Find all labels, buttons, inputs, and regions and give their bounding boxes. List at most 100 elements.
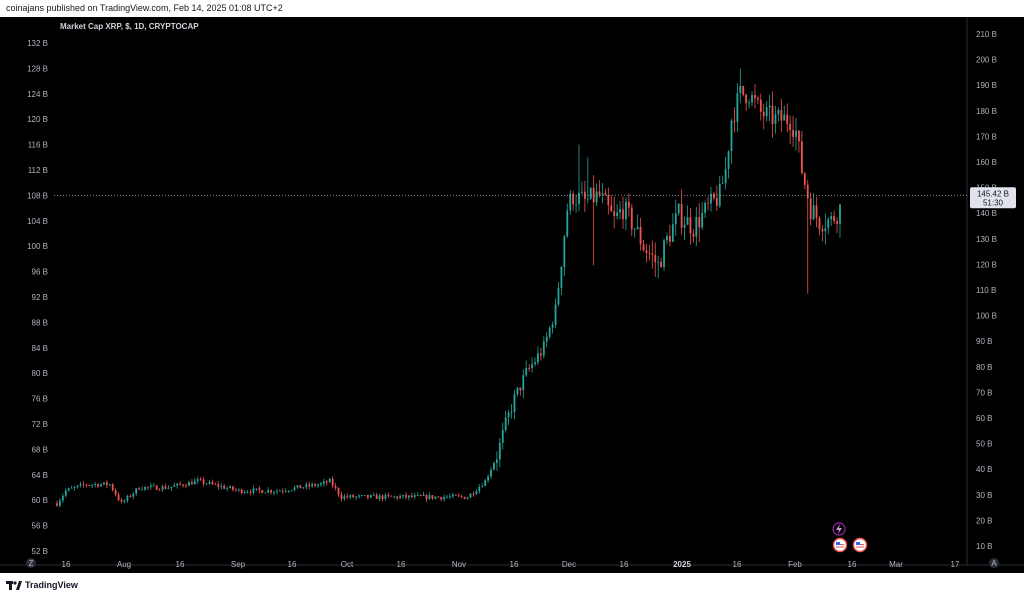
candle-body (636, 227, 639, 229)
candle-body (155, 485, 158, 490)
lightning-icon (832, 522, 846, 536)
candle-body (270, 490, 272, 493)
candle-body (715, 198, 718, 206)
candle-body (519, 387, 522, 391)
candle-body (393, 496, 396, 498)
candle-body (73, 487, 76, 488)
candle-body (234, 489, 237, 491)
candle-body (320, 483, 322, 485)
candle-body (408, 495, 410, 498)
tradingview-logo-icon (6, 580, 22, 590)
candle-body (188, 482, 190, 486)
candle-body (141, 489, 143, 491)
candle-body (792, 129, 794, 137)
us-flag-icon (832, 537, 848, 553)
tradingview-logo[interactable]: TradingView (6, 579, 78, 591)
candle-body (372, 494, 375, 496)
left-axis-tick: 64 B (32, 471, 48, 480)
candle-body (534, 362, 536, 365)
chart-canvas[interactable]: 132 B 128 B 124 B 120 B 116 B 112 B 108 B 104 B… (0, 17, 1024, 573)
candle-body (419, 495, 422, 496)
time-axis-tick: Sep (231, 560, 246, 569)
candle-body (751, 94, 753, 103)
auto-scale-button (989, 558, 999, 568)
zoom-button (26, 558, 36, 568)
candle-body (824, 228, 827, 232)
candle-body (287, 490, 290, 492)
candle-body (343, 496, 346, 499)
candle-body (190, 482, 193, 485)
candle-body (839, 204, 841, 224)
candle-body (314, 484, 316, 486)
candle-body (607, 195, 610, 206)
left-axis-tick: 80 B (32, 369, 48, 378)
candle-body (504, 417, 507, 431)
candle-body (135, 488, 138, 494)
candle-body (783, 114, 786, 121)
candle-body (498, 442, 501, 460)
candle-body (572, 193, 575, 205)
candle-body (375, 494, 378, 499)
candle-body (252, 488, 255, 493)
candle-body (246, 491, 249, 493)
candle-body (352, 495, 355, 498)
candles-group (56, 68, 841, 508)
candle-body (727, 151, 730, 170)
left-axis-tick: 132 B (27, 39, 48, 48)
candle-body (366, 494, 369, 498)
candle-body (390, 495, 393, 497)
candle-body (117, 494, 120, 500)
candle-body (149, 485, 152, 488)
candle-body (405, 495, 407, 498)
time-axis-tick: Mar (889, 560, 903, 569)
candle-body (193, 480, 196, 485)
candle-body (522, 375, 525, 391)
candle-body (120, 499, 123, 502)
candle-body (267, 490, 270, 493)
candle-body (258, 488, 261, 491)
candle-body (759, 99, 762, 112)
candle-body (402, 495, 404, 497)
candle-body (671, 224, 674, 242)
candle-body (745, 94, 748, 104)
candle-body (276, 491, 278, 492)
candle-body (56, 503, 58, 506)
candle-body (830, 216, 833, 220)
right-axis-tick: 100 B (976, 312, 997, 321)
right-axis-tick: 200 B (976, 56, 997, 65)
candle-body (510, 411, 513, 413)
candle-body (666, 236, 668, 241)
candle-body (657, 261, 660, 263)
candle-body (208, 481, 211, 484)
candle-body (64, 490, 67, 496)
candle-body (557, 287, 560, 305)
candle-body (446, 496, 448, 498)
candle-body (97, 484, 99, 487)
right-axis-tick: 40 B (976, 465, 992, 474)
candle-body (487, 476, 489, 481)
candle-body (114, 490, 117, 495)
candle-body (173, 485, 176, 487)
candle-body (308, 484, 311, 487)
candle-body (669, 236, 671, 242)
left-axis-tick: 96 B (32, 268, 48, 277)
candle-body (387, 494, 390, 496)
candle-body (284, 491, 287, 492)
chart-panel[interactable]: 132 B 128 B 124 B 120 B 116 B 112 B 108 B 104 B… (0, 17, 1024, 573)
time-axis-tick: 16 (510, 560, 519, 569)
candle-body (625, 201, 627, 220)
right-axis-tick: 130 B (976, 235, 997, 244)
time-axis-tick: 16 (62, 560, 71, 569)
candle-body (539, 353, 542, 356)
candle-body (748, 102, 750, 104)
candle-body (88, 484, 91, 486)
candle-body (358, 495, 360, 497)
candle-body (232, 486, 234, 490)
candle-body (481, 486, 484, 487)
candle-body (551, 324, 554, 328)
candle-body (273, 491, 275, 493)
time-axis-tick: Nov (452, 560, 466, 569)
time-axis-tick: Aug (117, 560, 131, 569)
time-axis-tick: 16 (288, 560, 297, 569)
candle-body (466, 497, 469, 499)
